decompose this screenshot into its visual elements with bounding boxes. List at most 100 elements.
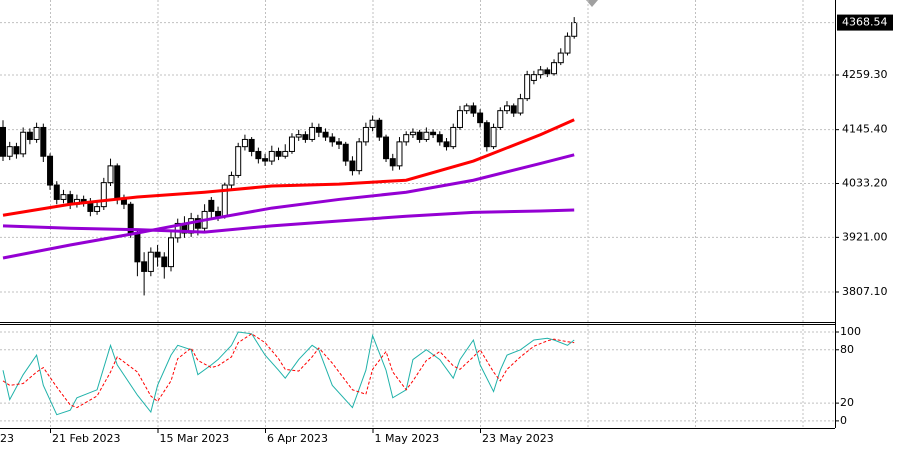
moving-average <box>2 118 575 217</box>
candle-body <box>517 98 524 114</box>
oscillator-line <box>2 331 575 416</box>
candle-body <box>383 136 390 160</box>
candle-body <box>114 165 121 200</box>
candle-body <box>443 141 450 148</box>
candle-body <box>524 74 531 100</box>
candle-body <box>456 110 463 128</box>
candle-body <box>530 74 537 81</box>
candle-body <box>537 69 544 76</box>
candle-body <box>423 131 430 140</box>
candle-body <box>248 138 255 152</box>
candle-body <box>107 165 114 184</box>
candle-body <box>510 105 517 114</box>
candle-body <box>544 69 551 75</box>
price-label-bg <box>837 14 893 31</box>
y-tick-label: 100 <box>840 325 861 338</box>
candle-body <box>463 105 470 112</box>
candle-body <box>349 160 356 172</box>
candle-body <box>436 134 443 143</box>
candle-body <box>342 143 349 162</box>
candle-body <box>329 136 336 143</box>
candle-body <box>168 237 174 268</box>
candle-body <box>262 158 269 162</box>
moving-average <box>2 208 575 234</box>
candle-body <box>134 232 141 263</box>
candle-body <box>369 119 376 128</box>
candle-body <box>295 134 302 138</box>
candle-body <box>564 35 571 54</box>
candle-body <box>228 174 235 186</box>
candle-body <box>26 131 33 140</box>
x-tick-label: 21 Feb 2023 <box>52 432 120 445</box>
candle-body <box>430 131 437 136</box>
x-tick-label: 23 May 2023 <box>482 432 554 445</box>
candle-body <box>551 62 558 75</box>
candle-body <box>13 146 20 155</box>
oscillator-line <box>2 333 575 409</box>
y-tick-label: 0 <box>840 414 847 427</box>
candle-body <box>255 150 262 160</box>
candle-body <box>33 126 40 140</box>
candle-body <box>416 131 423 140</box>
x-tick-label: 6 Apr 2023 <box>267 432 328 445</box>
candle-body <box>403 134 410 143</box>
candle-body <box>0 126 6 157</box>
candle-body <box>6 146 13 157</box>
candle-body <box>450 126 457 148</box>
candle-body <box>241 138 248 148</box>
candle-body <box>490 126 497 148</box>
candle-body <box>302 134 309 140</box>
candle-body <box>362 126 369 143</box>
last-price-label: 4368.54 <box>842 16 888 29</box>
candle-body <box>497 110 504 128</box>
candle-body <box>47 155 54 186</box>
candle-body <box>141 261 148 272</box>
y-tick-label: 80 <box>840 343 854 356</box>
candle-body <box>100 182 107 208</box>
candle-body <box>268 150 275 162</box>
candle-body <box>208 199 215 212</box>
y-tick-label: 3807.10 <box>842 285 888 298</box>
candle-body <box>356 141 363 172</box>
y-tick-label: 20 <box>840 396 854 409</box>
candle-body <box>215 210 222 217</box>
candle-body <box>288 136 295 152</box>
candle-body <box>557 52 564 64</box>
candle-body <box>409 131 416 136</box>
candle-body <box>389 158 396 167</box>
candle-body <box>235 146 242 176</box>
candle-body <box>161 256 168 268</box>
candle-body <box>376 119 383 138</box>
candle-body <box>282 150 289 157</box>
candle-body <box>194 218 201 229</box>
candle-body <box>275 150 282 157</box>
x-tick-label: 1 May 2023 <box>375 432 440 445</box>
candle-body <box>504 105 510 112</box>
y-tick-label: 4145.40 <box>842 123 888 136</box>
candle-body <box>571 22 578 37</box>
candle-body <box>396 141 403 167</box>
y-tick-label: 4033.20 <box>842 177 888 190</box>
candle-body <box>147 251 154 272</box>
y-tick-label: 3921.00 <box>842 230 888 243</box>
candle-body <box>470 105 477 114</box>
candle-body <box>322 131 329 138</box>
x-tick-label: 23 <box>0 432 14 445</box>
candle-body <box>483 122 490 148</box>
x-tick-label: 15 Mar 2023 <box>160 432 230 445</box>
shift-marker <box>586 0 598 7</box>
candle-body <box>315 126 322 133</box>
moving-average <box>2 153 575 260</box>
candle-body <box>20 131 27 155</box>
candle-body <box>477 112 484 124</box>
candle-body <box>60 194 67 200</box>
candle-body <box>309 126 316 140</box>
candle-body <box>94 206 101 212</box>
candle-body <box>336 141 342 145</box>
candle-body <box>53 184 60 200</box>
candle-body <box>154 251 161 258</box>
y-tick-label: 4259.30 <box>842 68 888 81</box>
candle-body <box>40 126 47 157</box>
